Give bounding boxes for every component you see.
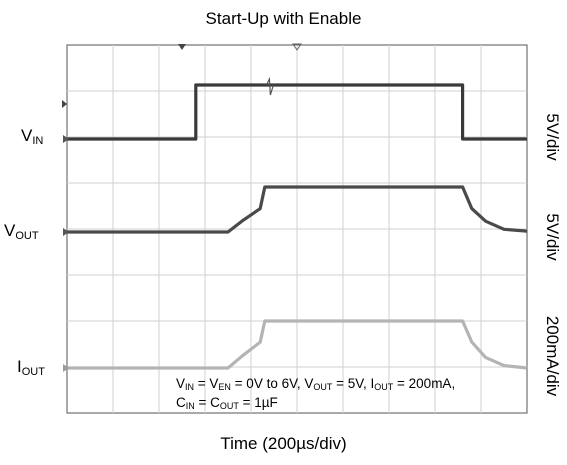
iout-channel-label: IOUT [17, 357, 45, 378]
vout-scale-label: 5V/div [543, 213, 562, 261]
vout-label-sub: OUT [15, 230, 39, 242]
annotation-text: = V [194, 376, 219, 391]
annotation-text: V [176, 376, 186, 391]
vout-ground-marker [63, 228, 69, 236]
vout-channel-label: VOUT [4, 221, 39, 242]
annotation-text: = 1µF [238, 395, 278, 410]
test-conditions-annotation: VIN = VEN = 0V to 6V, VOUT = 5V, IOUT = … [176, 376, 455, 414]
iout-scale-label: 200mA/div [543, 315, 562, 397]
iout-label-main: I [17, 357, 22, 376]
annotation-text: = 200mA, [393, 376, 456, 391]
trigger-level-marker [62, 100, 67, 108]
annotation-subscript: IN [185, 401, 195, 411]
annotation-subscript: OUT [313, 382, 333, 392]
iout-trace [67, 319, 528, 370]
annotation-subscript: OUT [219, 401, 239, 411]
vin-trace [67, 83, 527, 141]
annotation-line-1: VIN = VEN = 0V to 6V, VOUT = 5V, IOUT = … [176, 376, 455, 395]
annotation-text: = 5V, I [332, 376, 375, 391]
vin-label-sub: IN [32, 135, 44, 147]
annotation-text: = C [194, 395, 220, 410]
trigger-position-marker [178, 44, 186, 50]
x-axis-label: Time (200µs/div) [220, 434, 347, 453]
vin-label-main: V [21, 126, 33, 145]
annotation-text: C [176, 395, 186, 410]
annotation-subscript: EN [218, 382, 231, 392]
chart-title: Start-Up with Enable [205, 9, 362, 28]
annotation-line-2: CIN = COUT = 1µF [176, 395, 455, 414]
iout-ground-marker [63, 364, 69, 372]
center-marker [292, 43, 302, 51]
vin-glitch [265, 76, 274, 96]
vin-channel-label: VIN [21, 126, 43, 147]
vin-ground-marker [63, 135, 69, 143]
annotation-text: = 0V to 6V, V [230, 376, 314, 391]
vout-trace [67, 185, 528, 234]
annotation-subscript: OUT [374, 382, 394, 392]
annotation-subscript: IN [185, 382, 195, 392]
vout-label-main: V [4, 221, 16, 240]
iout-label-sub: OUT [21, 366, 45, 378]
